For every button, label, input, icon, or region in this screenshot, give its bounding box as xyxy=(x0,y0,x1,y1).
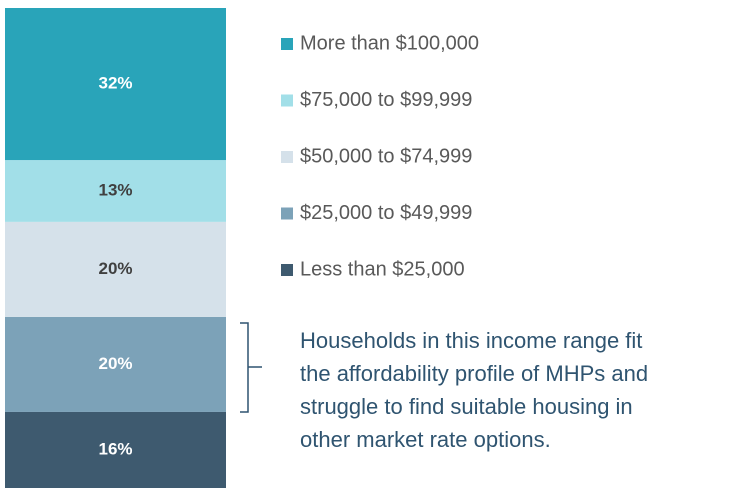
annotation-line: Households in this income range fit xyxy=(300,328,642,353)
legend-swatch xyxy=(281,151,293,163)
segment-label: 13% xyxy=(98,180,132,199)
annotation-line: the affordability profile of MHPs and xyxy=(300,361,648,386)
legend-text: $25,000 to $49,999 xyxy=(300,202,472,224)
bracket xyxy=(240,322,262,413)
legend-text: Less than $25,000 xyxy=(300,258,465,280)
bar-segment xyxy=(5,160,226,222)
legend-swatch xyxy=(281,207,293,220)
segment-label: 32% xyxy=(98,74,132,93)
segment-label: 16% xyxy=(98,439,132,458)
bar-segment xyxy=(5,8,226,161)
legend-swatch xyxy=(281,38,293,50)
legend-text: $75,000 to $99,999 xyxy=(300,89,472,111)
legend-text: More than $100,000 xyxy=(300,32,479,54)
bar-segment xyxy=(5,316,226,412)
segment-label: 20% xyxy=(98,354,132,373)
legend-text: $50,000 to $74,999 xyxy=(300,145,472,167)
annotation-line: struggle to find suitable housing in xyxy=(300,394,633,419)
legend-swatch xyxy=(281,94,293,107)
legend-swatch xyxy=(281,264,293,276)
bar-segment xyxy=(5,221,226,317)
annotation-line: other market rate options. xyxy=(300,427,551,452)
bar-segment xyxy=(5,411,226,488)
segment-label: 20% xyxy=(98,259,132,278)
